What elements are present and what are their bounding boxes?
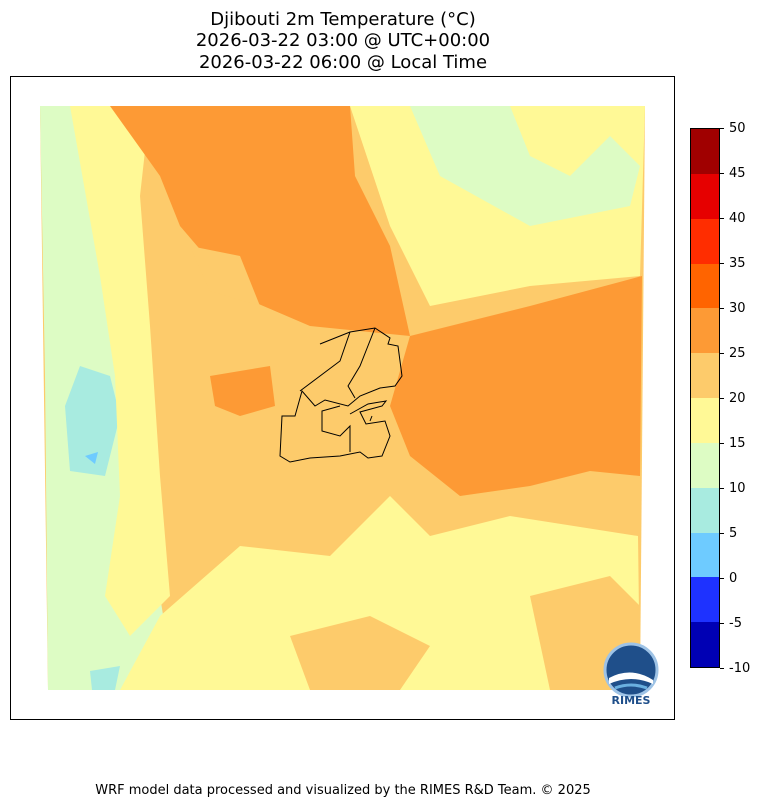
colorbar-tick-label: 10: [720, 481, 746, 496]
region-5-10-west: [65, 366, 120, 476]
colorbar: [690, 128, 720, 668]
colorbar-tick-label: 0: [720, 571, 737, 586]
region-0-5: [85, 452, 98, 464]
colorbar-tick-label: 20: [720, 391, 746, 406]
svg-text:RIMES: RIMES: [612, 694, 651, 706]
colorbar-tick-label: 45: [720, 166, 746, 181]
colorbar-tick-label: 40: [720, 211, 746, 226]
region-25-30-east: [390, 276, 642, 496]
colorbar-tick-label: 50: [720, 121, 746, 136]
rimes-logo: RIMES: [603, 642, 659, 706]
colorbar-bin: [691, 442, 719, 488]
footer-credit: WRF model data processed and visualized …: [95, 783, 591, 798]
colorbar-tick-label: 25: [720, 346, 746, 361]
temperature-map: [40, 106, 645, 690]
colorbar-bin: [691, 532, 719, 578]
colorbar-bin: [691, 263, 719, 309]
colorbar-bin: [691, 487, 719, 533]
region-10-15-ne: [410, 106, 640, 226]
map-frame: [10, 76, 675, 720]
colorbar-bin: [691, 353, 719, 399]
colorbar-bin: [691, 622, 719, 667]
colorbar-bin: [691, 398, 719, 443]
region-25-30-north: [110, 106, 410, 336]
colorbar-bin: [691, 308, 719, 354]
colorbar-tick-label: 15: [720, 436, 746, 451]
region-15-20-south: [120, 496, 640, 690]
chart-subtitle-utc: 2026-03-22 03:00 @ UTC+00:00: [195, 30, 491, 51]
country-borders: [279, 327, 403, 463]
chart-subtitle-local: 2026-03-22 06:00 @ Local Time: [198, 52, 488, 73]
region-25-30-center: [210, 366, 275, 416]
colorbar-bin: [691, 577, 719, 623]
region-5-10-sw: [90, 666, 120, 690]
colorbar-tick-label: 30: [720, 301, 746, 316]
chart-title: Djibouti 2m Temperature (°C): [210, 9, 476, 30]
colorbar-bin: [691, 173, 719, 219]
region-20-25-north-hole: [190, 246, 260, 306]
colorbar-tick-label: -5: [720, 616, 742, 631]
region-20-25-south-patch: [290, 616, 430, 690]
region-15-20-west: [70, 106, 170, 636]
colorbar-tick-label: 5: [720, 526, 737, 541]
colorbar-tick-label: -10: [720, 661, 750, 676]
colorbar-bin: [691, 218, 719, 264]
colorbar-tick-label: 35: [720, 256, 746, 271]
colorbar-bin: [691, 129, 719, 174]
